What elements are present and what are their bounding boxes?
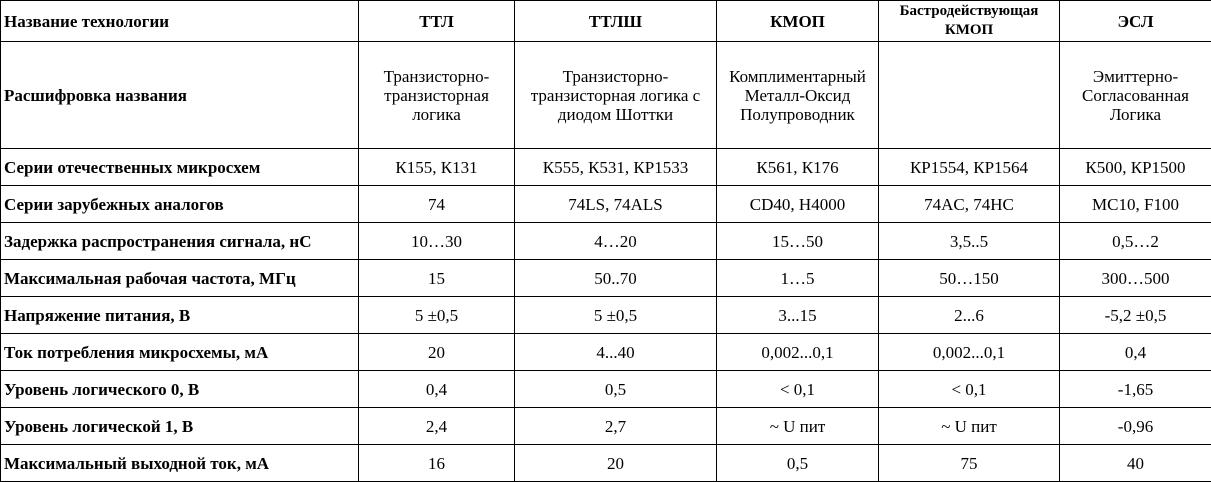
row-label: Уровень логического 0, В [0,370,359,408]
table-cell: 300…500 [1059,259,1211,297]
row-label: Задержка распространения сигнала, нС [0,222,359,260]
column-header-ttlsh: ТТЛШ [514,0,717,42]
row-label: Серии зарубежных аналогов [0,185,359,223]
table-cell: 4…20 [514,222,717,260]
row-label: Серии отечественных микросхем [0,148,359,186]
table-cell: К500, КР1500 [1059,148,1211,186]
table-cell: ~ U пит [878,407,1060,445]
table-cell: КР1554, КР1564 [878,148,1060,186]
table-cell: 40 [1059,444,1211,482]
table-row: Уровень логического 0, В 0,4 0,5 < 0,1 < 0,1… [0,370,1211,408]
table-cell: Комплиментарный Металл-Оксид Полупроводн… [716,41,879,149]
table-cell: < 0,1 [878,370,1060,408]
table-row: Уровень логической 1, В 2,4 2,7 ~ U пит ~ U … [0,407,1211,445]
table-cell: 2...6 [878,296,1060,334]
table-cell [878,41,1060,149]
table-cell: 2,7 [514,407,717,445]
table-cell: 15 [358,259,515,297]
table-cell: 0,4 [358,370,515,408]
table-cell: К155, К131 [358,148,515,186]
table-cell: 0,5 [514,370,717,408]
table-cell: ~ U пит [716,407,879,445]
table-cell: 74AC, 74HC [878,185,1060,223]
header-label: Название технологии [0,0,359,42]
table-cell: К555, К531, КР1533 [514,148,717,186]
table-cell: 3...15 [716,296,879,334]
table-row: Расшифровка названия Транзисторно-транзис… [0,41,1211,149]
table-cell: 5 ±0,5 [358,296,515,334]
column-header-fast-kmop: Бастродействующая КМОП [878,0,1060,42]
table-cell: 74LS, 74ALS [514,185,717,223]
table-cell: 0,4 [1059,333,1211,371]
column-header-ttl: ТТЛ [358,0,515,42]
table-cell: 2,4 [358,407,515,445]
table-cell: Транзисторно-транзисторная логика [358,41,515,149]
table-cell: 50..70 [514,259,717,297]
table-row: Серии зарубежных аналогов 74 74LS, 74ALS CD… [0,185,1211,223]
table-cell: 0,002...0,1 [716,333,879,371]
row-label: Ток потребления микросхемы, мА [0,333,359,371]
table-cell: -5,2 ±0,5 [1059,296,1211,334]
row-label: Расшифровка названия [0,41,359,149]
table-row: Максимальный выходной ток, мА 16 20 0,5 75 40 [0,444,1211,482]
table-cell: 16 [358,444,515,482]
row-label: Уровень логической 1, В [0,407,359,445]
table-cell: 20 [358,333,515,371]
header-row: Название технологии ТТЛ ТТЛШ КМОП Бастро… [0,0,1211,42]
table-cell: 0,5…2 [1059,222,1211,260]
table-cell: 20 [514,444,717,482]
table-cell: Транзисторно-транзисторная логика с диод… [514,41,717,149]
column-header-kmop: КМОП [716,0,879,42]
table-cell: 3,5..5 [878,222,1060,260]
row-label: Максимальная рабочая частота, МГц [0,259,359,297]
table-cell: -0,96 [1059,407,1211,445]
table-row: Ток потребления микросхемы, мА 20 4...40 0,… [0,333,1211,371]
table-cell: 0,5 [716,444,879,482]
table-cell: 15…50 [716,222,879,260]
table-cell: MC10, F100 [1059,185,1211,223]
table-row: Задержка распространения сигнала, нС 10…3… [0,222,1211,260]
row-label: Максимальный выходной ток, мА [0,444,359,482]
table-row: Максимальная рабочая частота, МГц 15 50..7… [0,259,1211,297]
table-cell: CD40, H4000 [716,185,879,223]
row-label: Напряжение питания, В [0,296,359,334]
table-cell: -1,65 [1059,370,1211,408]
table-cell: 74 [358,185,515,223]
table-cell: 75 [878,444,1060,482]
table-cell: 5 ±0,5 [514,296,717,334]
table-cell: Эмиттерно-Согласованная Логика [1059,41,1211,149]
table-cell: 0,002...0,1 [878,333,1060,371]
table-cell: К561, К176 [716,148,879,186]
column-header-esl: ЭСЛ [1059,0,1211,42]
table-cell: 10…30 [358,222,515,260]
table-cell: 4...40 [514,333,717,371]
table-cell: < 0,1 [716,370,879,408]
table-cell: 1…5 [716,259,879,297]
table-cell: 50…150 [878,259,1060,297]
table-row: Серии отечественных микросхем К155, К131 К… [0,148,1211,186]
